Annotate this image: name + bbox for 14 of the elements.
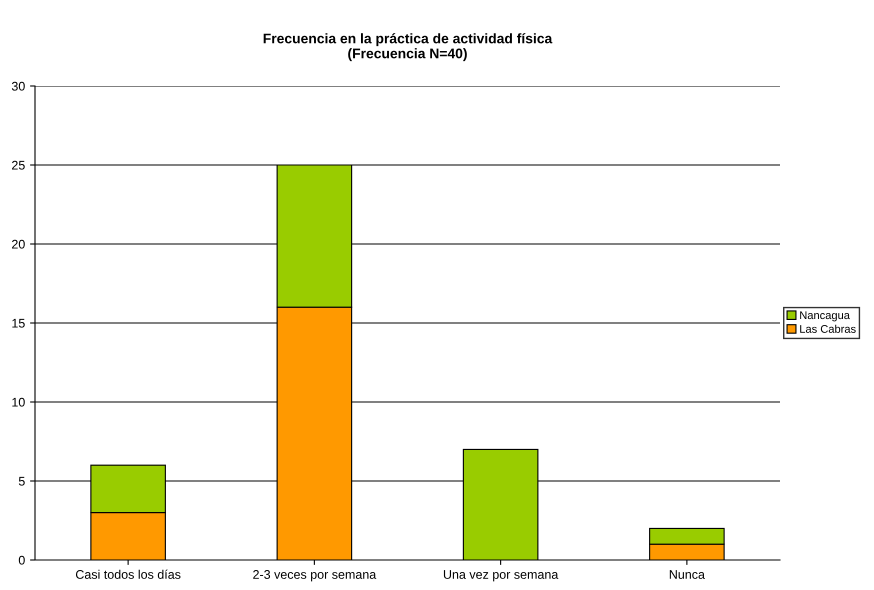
chart-title: Frecuencia en la práctica de actividad física (Frecuencia N=40) [264,33,552,62]
x-tick-label: Casi todos los días [76,570,180,579]
y-tick-label: 25 [12,160,25,170]
x-tick-label: 2-3 veces por semana [253,570,376,582]
y-tick-label: 10 [12,398,25,407]
legend-label: Las Cabras [800,324,856,333]
y-tick-label: 30 [12,82,25,91]
y-tick-label: 5 [18,476,25,486]
y-tick-label: 0 [18,556,25,565]
y-tick-label: 15 [12,318,25,328]
x-tick-label: Nunca [670,570,705,579]
legend-label: Nancagua [800,311,850,322]
y-tick-label: 20 [12,240,25,249]
x-tick-label: Una vez por semana [444,570,558,582]
